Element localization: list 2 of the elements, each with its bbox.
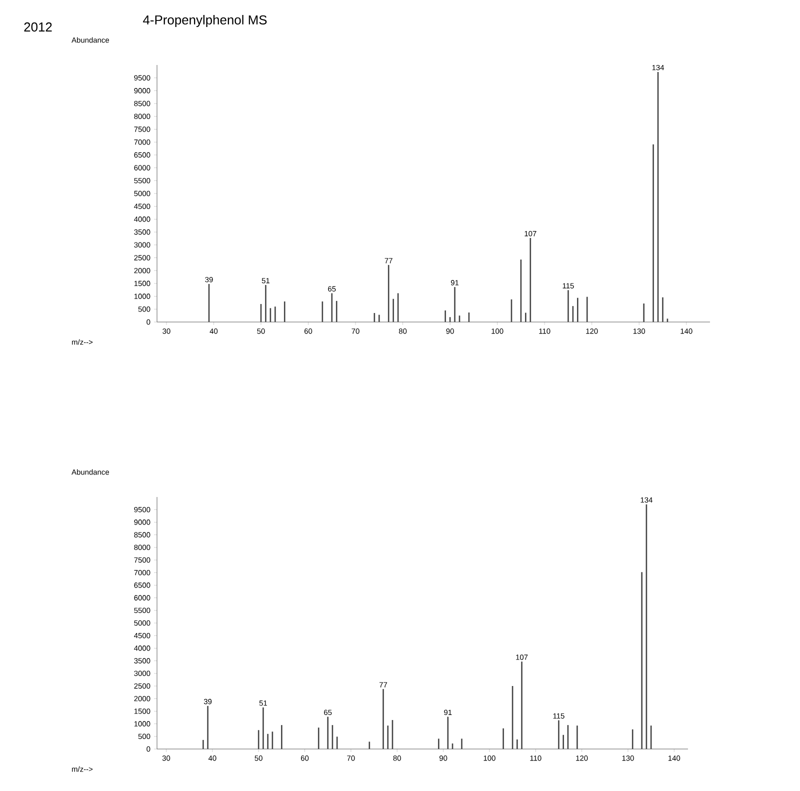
chart-title: 4-Propenylphenol MS	[143, 14, 267, 28]
text: 2012	[24, 22, 52, 32]
